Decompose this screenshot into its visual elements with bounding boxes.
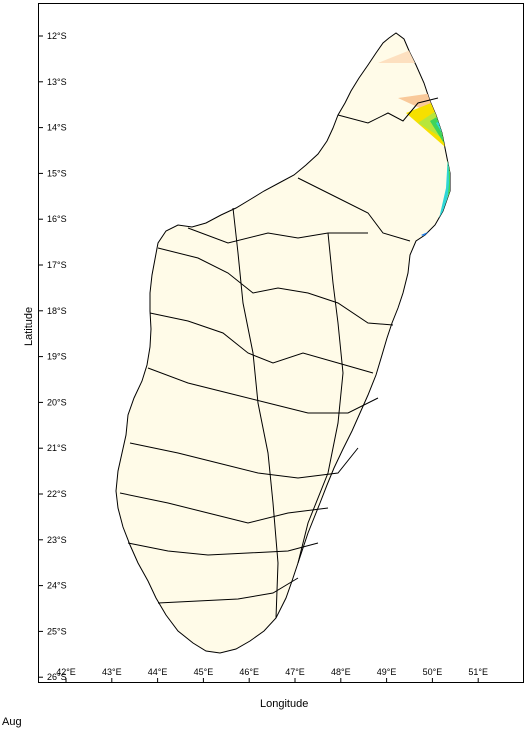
lat-tick-label: 25°S (47, 626, 67, 636)
map-canvas: 42°E 43°E 44°E 45°E 46°E 47°E 48°E 49°E 50°E 51°E… (38, 3, 524, 683)
lat-tick-label: 21°S (47, 443, 67, 453)
lon-tick-label: 47°E (285, 667, 305, 677)
lon-tick-label: 43°E (102, 667, 122, 677)
lat-tick-label: 26°S (47, 672, 67, 682)
lat-tick-label: 13°S (47, 77, 67, 87)
map-frame: 42°E 43°E 44°E 45°E 46°E 47°E 48°E 49°E 50°E 51°E… (38, 3, 524, 683)
lon-tick-label: 48°E (331, 667, 351, 677)
madagascar-landmass (115, 32, 451, 654)
lat-tick-label: 16°S (47, 214, 67, 224)
lat-tick-label: 24°S (47, 581, 67, 591)
lat-tick-label: 15°S (47, 168, 67, 178)
lat-tick-label: 23°S (47, 535, 67, 545)
lon-tick-label: 50°E (423, 667, 443, 677)
lat-tick-label: 12°S (47, 31, 67, 41)
lat-tick-label: 22°S (47, 489, 67, 499)
lat-tick-label: 20°S (47, 397, 67, 407)
month-label: Aug (2, 716, 22, 728)
lat-tick-label: 19°S (47, 352, 67, 362)
lon-tick-label: 45°E (194, 667, 214, 677)
lat-tick-label: 14°S (47, 123, 67, 133)
lon-tick-label: 49°E (377, 667, 397, 677)
axis-ticks: 42°E 43°E 44°E 45°E 46°E 47°E 48°E 49°E 50°E 51°E… (38, 31, 488, 683)
lon-tick-label: 51°E (468, 667, 488, 677)
lon-tick-label: 44°E (148, 667, 168, 677)
lon-tick-label: 42°E (56, 667, 76, 677)
lat-tick-label: 17°S (47, 260, 67, 270)
region-borders (119, 97, 439, 619)
x-axis-title: Longitude (260, 698, 309, 710)
lon-tick-label: 46°E (239, 667, 259, 677)
y-axis-title: Latitude (23, 306, 35, 346)
lat-tick-label: 18°S (47, 306, 67, 316)
